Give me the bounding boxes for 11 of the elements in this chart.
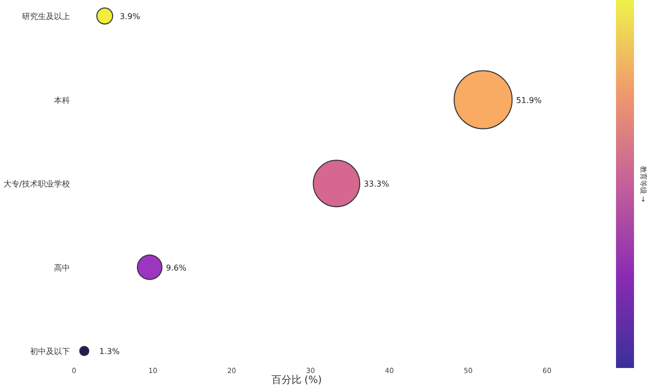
y-tick-label: 研究生及以上 [22,12,70,21]
data-label: 9.6% [166,263,187,272]
y-tick-label: 大专/技术职业学校 [3,180,70,188]
data-label: 33.3% [364,180,390,188]
x-axis-title: 百分比 (%) [271,374,322,385]
data-label: 1.3% [99,347,120,356]
y-tick-label: 高中 [54,263,70,272]
y-tick-label: 本科 [54,96,70,105]
y-tick-label: 初中及以下 [30,347,70,356]
data-label: 51.9% [516,96,542,105]
data-label: 3.9% [120,12,140,21]
